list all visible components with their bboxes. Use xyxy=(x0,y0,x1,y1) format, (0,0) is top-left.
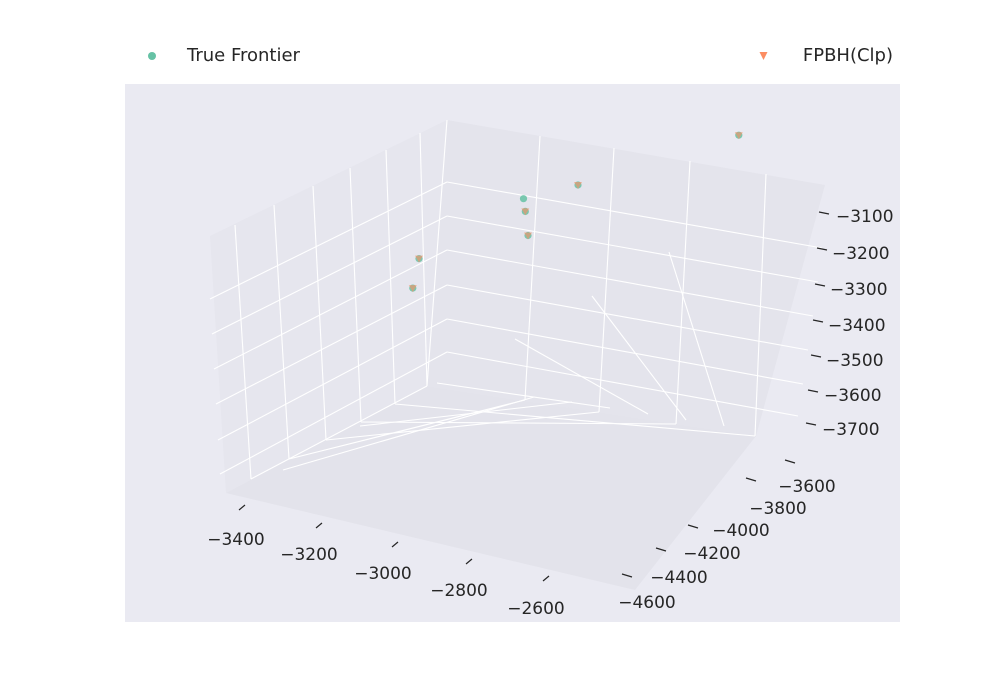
z-tick-label: −3100 xyxy=(836,207,894,227)
legend-label-fpbh-clp: FPBH(Clp) xyxy=(803,45,893,66)
legend-marker-fpbh-clp xyxy=(759,52,768,60)
y-tick-label: −4000 xyxy=(712,521,770,541)
z-tick-label: −3300 xyxy=(830,280,888,300)
x-axis-tick-labels: −3400 −3200 −3000 −2800 −2600 xyxy=(207,530,565,619)
fpbh-clp-point-3 xyxy=(524,232,532,240)
y-tick-label: −4200 xyxy=(683,544,741,564)
fpbh-clp-point-1 xyxy=(415,255,423,263)
legend-label-true-frontier: True Frontier xyxy=(186,45,301,66)
z-tick-label: −3200 xyxy=(832,244,890,264)
z-tick-label: −3600 xyxy=(824,386,882,406)
true-frontier-point-5 xyxy=(519,195,528,203)
legend-marker-true-frontier xyxy=(148,52,156,60)
fpbh-clp-point-0 xyxy=(408,285,417,293)
x-tick-label: −3200 xyxy=(280,545,338,565)
fpbh-clp-point-5 xyxy=(734,132,743,140)
y-tick-label: −3800 xyxy=(749,499,807,519)
x-tick-label: −3000 xyxy=(354,564,412,584)
fpbh-clp-point-4 xyxy=(574,182,582,189)
z-tick-label: −3400 xyxy=(828,316,886,336)
legend: True Frontier FPBH(Clp) xyxy=(148,45,893,66)
tick-marks xyxy=(238,211,830,582)
y-tick-label: −4600 xyxy=(618,593,676,613)
y-tick-label: −3600 xyxy=(778,477,836,497)
data-points xyxy=(408,131,743,293)
z-tick-label: −3500 xyxy=(826,351,884,371)
z-tick-label: −3700 xyxy=(822,420,880,440)
x-tick-label: −2800 xyxy=(430,581,488,601)
gridlines xyxy=(209,119,823,480)
x-tick-label: −2600 xyxy=(507,599,565,619)
z-axis-tick-labels: −3100 −3200 −3300 −3400 −3500 −3600 −370… xyxy=(822,207,894,440)
y-tick-label: −4400 xyxy=(650,568,708,588)
y-axis-tick-labels: −3600 −3800 −4000 −4200 −4400 −4600 xyxy=(618,477,836,613)
fpbh-clp-point-2 xyxy=(521,208,530,216)
x-tick-label: −3400 xyxy=(207,530,265,550)
